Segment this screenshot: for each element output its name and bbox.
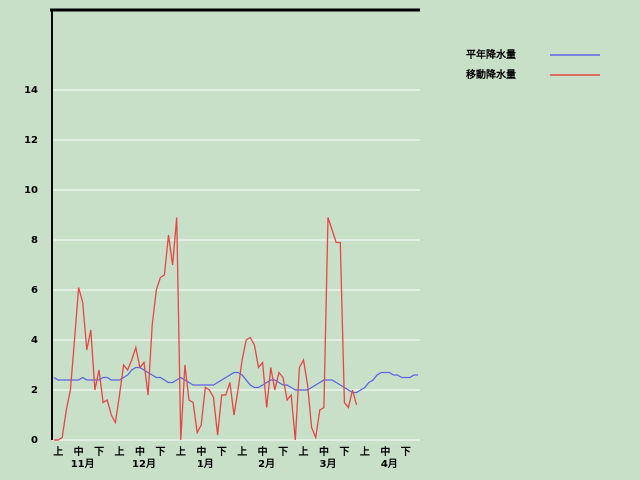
x-tick-label: 下 bbox=[155, 446, 165, 458]
x-tick-label: 上 bbox=[115, 445, 125, 458]
legend-label: 平年降水量 bbox=[466, 48, 516, 61]
y-tick-label: 10 bbox=[24, 185, 38, 196]
x-tick-label: 上 bbox=[176, 445, 186, 458]
y-tick-label: 14 bbox=[24, 85, 38, 96]
month-label: 3月 bbox=[320, 458, 337, 470]
x-tick-label: 下 bbox=[94, 446, 104, 458]
x-tick-label: 中 bbox=[135, 445, 145, 458]
y-tick-label: 6 bbox=[31, 285, 38, 296]
month-label: 2月 bbox=[258, 458, 275, 470]
x-tick-label: 中 bbox=[74, 445, 84, 458]
y-tick-label: 0 bbox=[31, 435, 38, 446]
x-tick-label: 上 bbox=[299, 445, 309, 458]
x-tick-label: 上 bbox=[360, 445, 370, 458]
month-label: 12月 bbox=[132, 458, 156, 470]
x-tick-label: 中 bbox=[319, 445, 329, 458]
x-tick-label: 上 bbox=[237, 445, 247, 458]
y-tick-label: 4 bbox=[31, 335, 38, 346]
y-tick-label: 12 bbox=[24, 135, 38, 146]
x-tick-label: 中 bbox=[196, 445, 206, 458]
x-tick-label: 下 bbox=[217, 446, 227, 458]
x-tick-label: 中 bbox=[380, 445, 390, 458]
x-tick-label: 下 bbox=[401, 446, 411, 458]
series-line bbox=[53, 366, 418, 394]
legend-label: 移動降水量 bbox=[466, 68, 516, 81]
y-tick-label: 2 bbox=[31, 385, 38, 396]
month-label: 1月 bbox=[197, 458, 214, 470]
x-tick-label: 上 bbox=[53, 445, 63, 458]
month-label: 4月 bbox=[381, 458, 398, 470]
x-tick-label: 中 bbox=[258, 445, 268, 458]
series-line bbox=[54, 217, 358, 441]
x-tick-label: 下 bbox=[339, 446, 349, 458]
month-label: 11月 bbox=[71, 458, 95, 470]
x-tick-label: 下 bbox=[278, 446, 288, 458]
y-tick-label: 8 bbox=[31, 235, 38, 246]
